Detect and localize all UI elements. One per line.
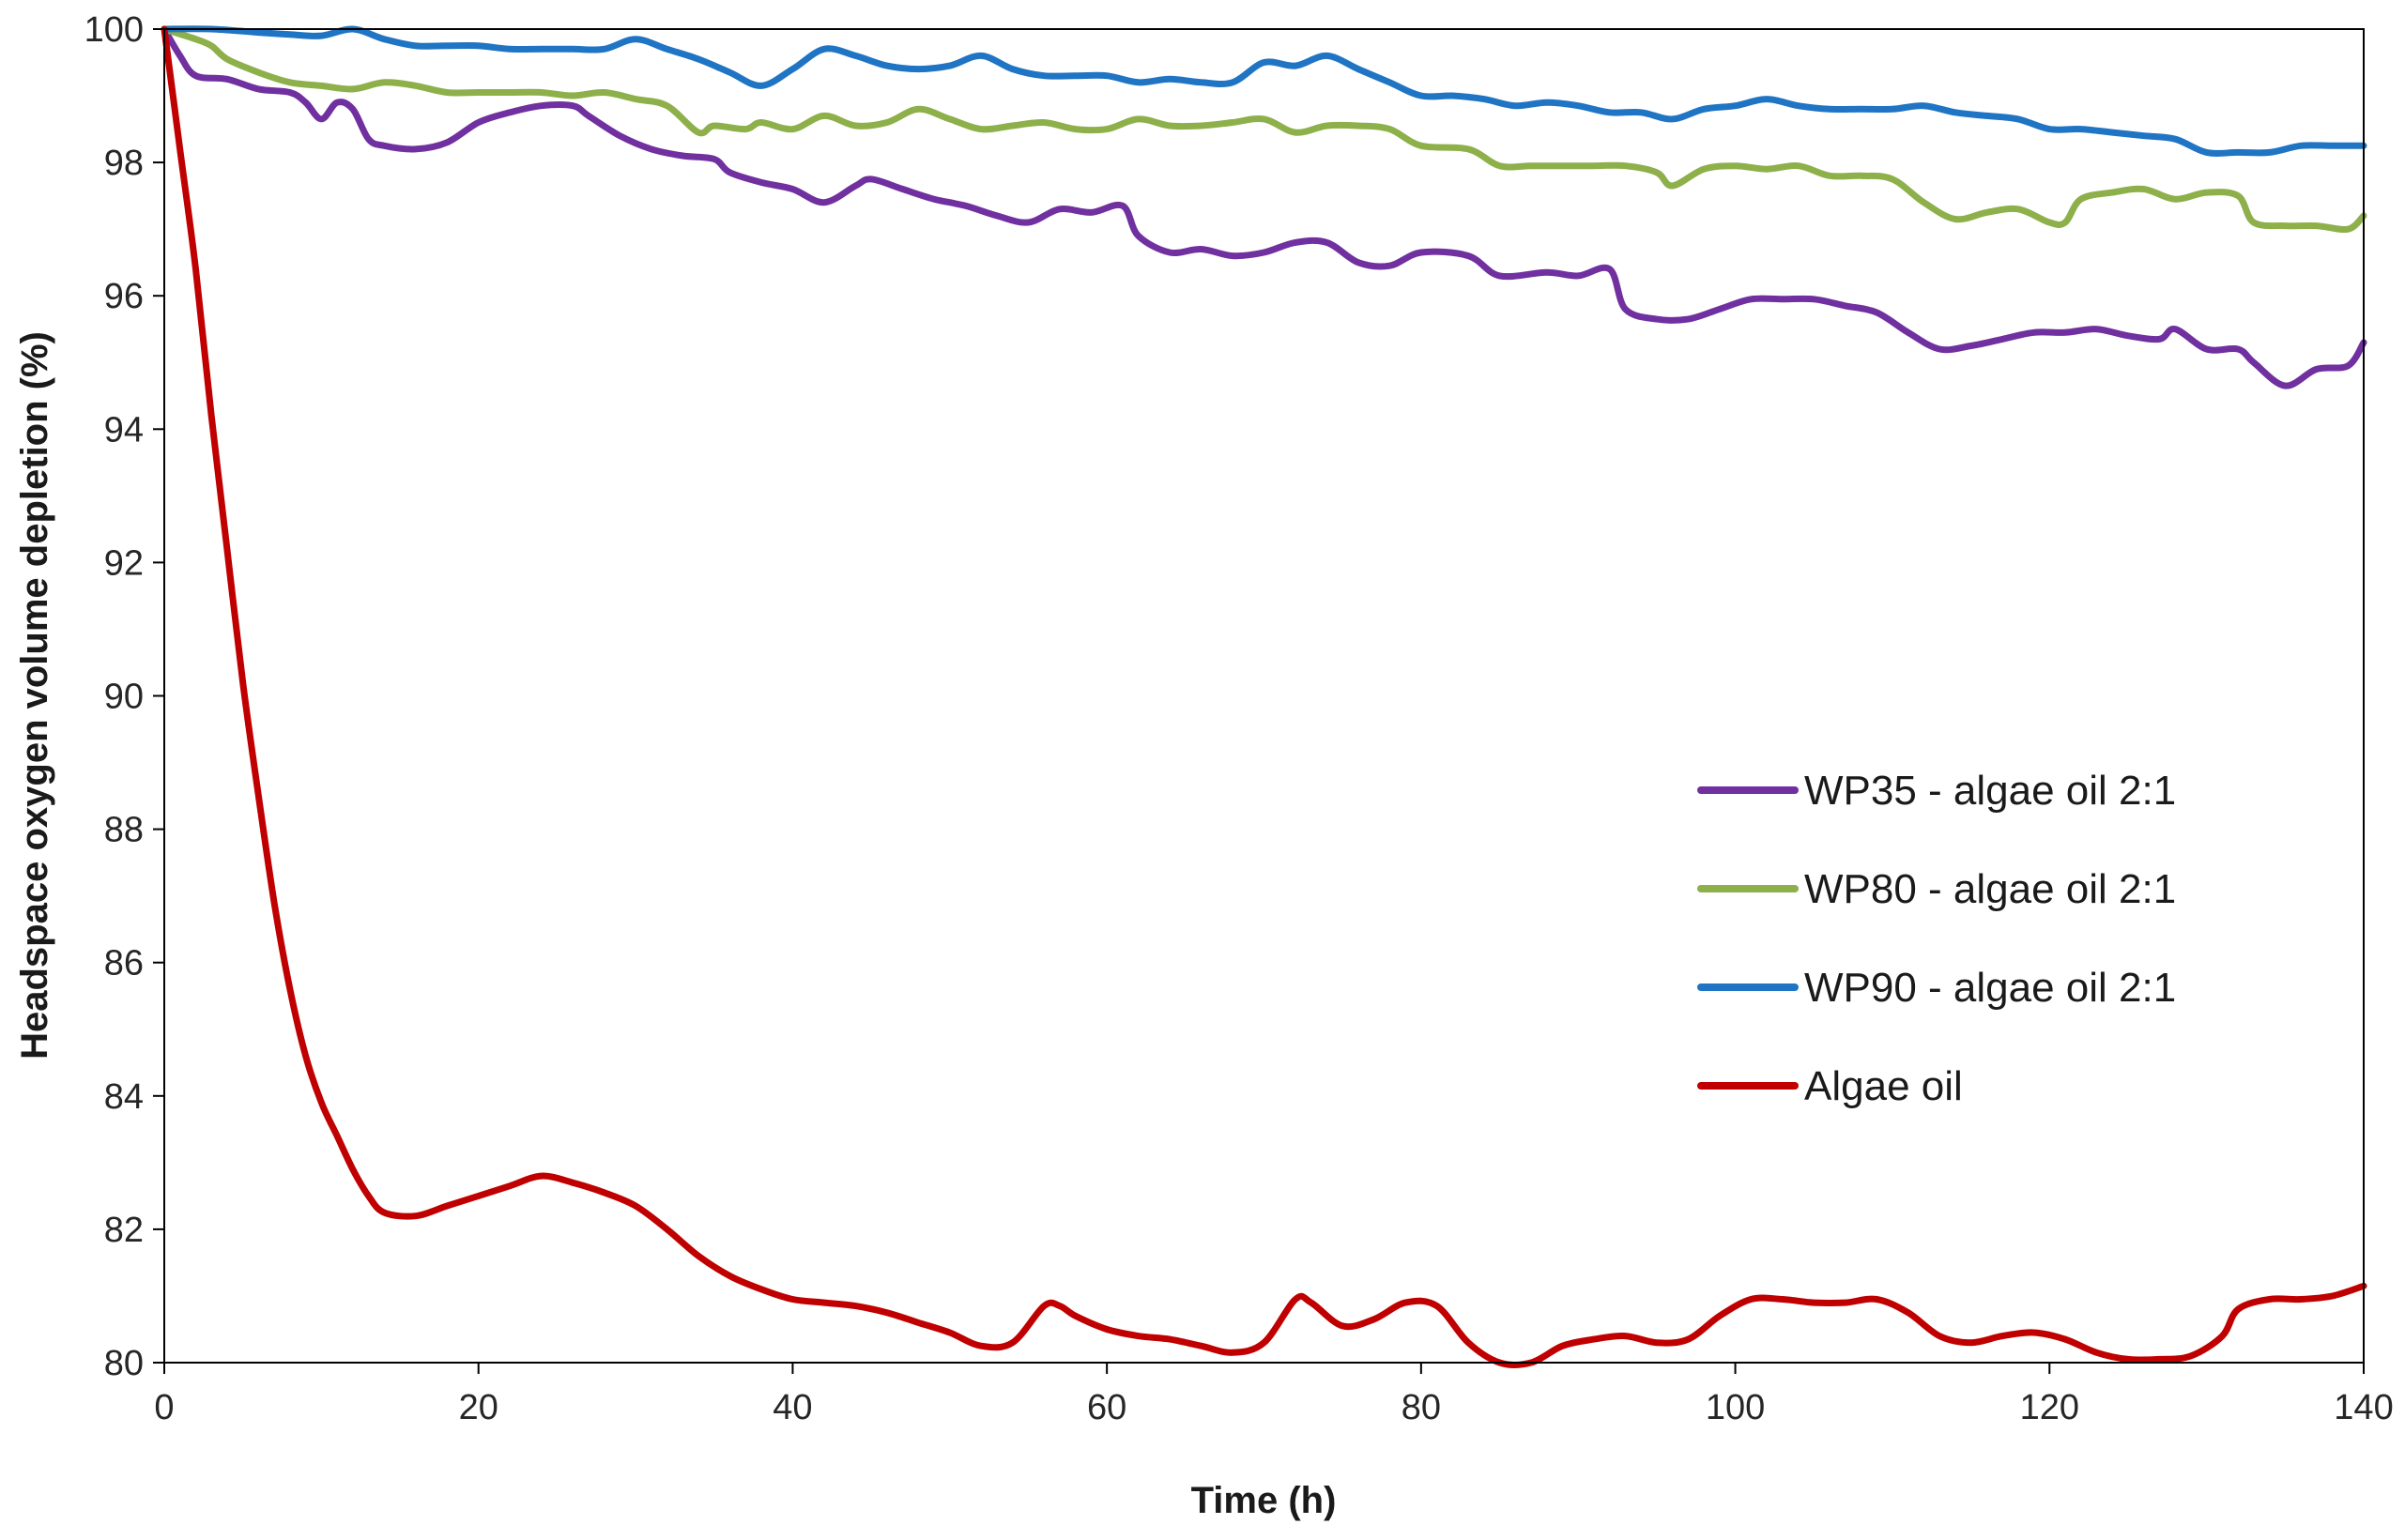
y-tick-label: 90 xyxy=(104,678,144,717)
legend-item: WP35 - algae oil 2:1 xyxy=(1697,768,2176,814)
legend-label: Algae oil xyxy=(1804,1063,1963,1109)
x-tick-label: 60 xyxy=(1087,1388,1126,1427)
series-line-algae-oil xyxy=(161,25,2367,1368)
y-axis: 80 82 84 86 88 90 92 94 96 98 100 xyxy=(84,10,164,1383)
x-tick-label: 0 xyxy=(154,1388,174,1427)
y-axis-title: Headspace oxygen volume depletion (%) xyxy=(14,331,55,1060)
y-tick-label: 84 xyxy=(104,1077,144,1117)
series-line-wp80-algae-oil-2-1 xyxy=(161,25,2367,234)
plot-area-frame xyxy=(163,28,2365,1364)
x-tick-label: 40 xyxy=(773,1388,812,1427)
y-tick-label: 80 xyxy=(104,1344,144,1383)
y-tick-label: 94 xyxy=(104,410,144,450)
series-line-wp35-algae-oil-2-1 xyxy=(161,25,2367,389)
y-tick-label: 82 xyxy=(104,1211,144,1250)
y-tick-label: 86 xyxy=(104,944,144,983)
y-tick-label: 98 xyxy=(104,144,144,183)
legend: WP35 - algae oil 2:1 WP80 - algae oil 2:1… xyxy=(1697,768,2176,1109)
legend-item: Algae oil xyxy=(1697,1063,1963,1109)
series-layer xyxy=(161,25,2367,1368)
x-tick-label: 100 xyxy=(1706,1388,1765,1427)
x-tick-label: 120 xyxy=(2020,1388,2079,1427)
legend-label: WP80 - algae oil 2:1 xyxy=(1804,866,2176,912)
x-axis-title: Time (h) xyxy=(1191,1480,1337,1521)
series-line-wp90-algae-oil-2-1 xyxy=(161,25,2367,157)
legend-label: WP35 - algae oil 2:1 xyxy=(1804,768,2176,814)
legend-item: WP80 - algae oil 2:1 xyxy=(1697,866,2176,912)
x-tick-label: 80 xyxy=(1402,1388,1441,1427)
x-tick-label: 140 xyxy=(2334,1388,2393,1427)
x-tick-label: 20 xyxy=(459,1388,498,1427)
y-tick-label: 96 xyxy=(104,277,144,316)
y-tick-label: 92 xyxy=(104,543,144,583)
y-tick-label: 100 xyxy=(84,10,144,50)
y-tick-label: 88 xyxy=(104,811,144,850)
x-axis: 0 20 40 60 80 100 120 140 xyxy=(154,1363,2394,1427)
legend-item: WP90 - algae oil 2:1 xyxy=(1697,965,2176,1011)
legend-label: WP90 - algae oil 2:1 xyxy=(1804,965,2176,1011)
